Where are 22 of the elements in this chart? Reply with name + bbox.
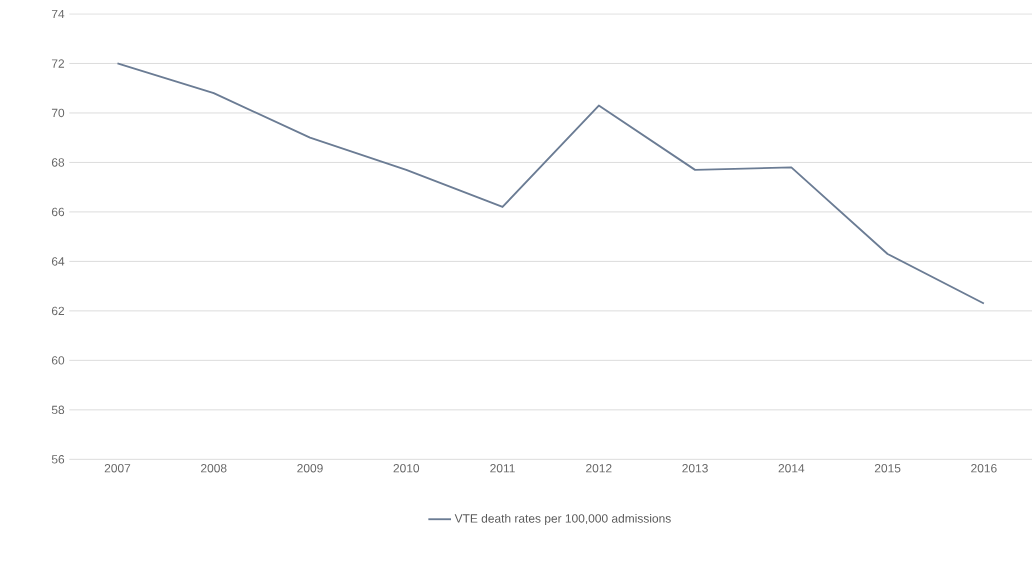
x-tick-label: 2011 [490,464,515,473]
x-tick-label: 2014 [778,464,805,473]
y-tick-label: 62 [51,306,65,316]
x-tick-label: 2016 [971,464,997,473]
y-tick-label: 66 [51,207,65,217]
line-series [116,62,985,305]
x-tick-label: 2013 [682,464,708,473]
x-tick-label: 2015 [874,464,901,473]
x-tick-label: 2010 [393,464,420,473]
y-tick-label: 60 [51,356,65,365]
x-tick-label: 2007 [104,464,131,473]
x-tick-label: 2009 [297,464,323,473]
y-tick-label: 72 [51,59,65,68]
y-tick-label: 74 [51,9,65,19]
x-tick-label: 2008 [201,464,227,473]
legend-label: VTE death rates per 100,000 admissions [454,513,671,526]
y-tick-label: 68 [51,158,65,167]
y-tick-label: 70 [51,108,65,118]
x-tick-label: 2012 [586,464,612,473]
y-tick-label: 56 [51,455,65,464]
y-tick-label: 64 [51,257,65,266]
y-tick-label: 58 [51,405,65,415]
